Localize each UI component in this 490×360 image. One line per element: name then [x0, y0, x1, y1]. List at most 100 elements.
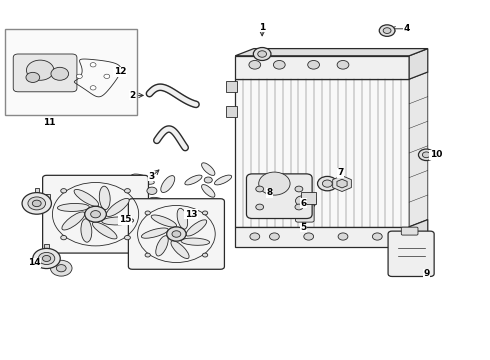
Circle shape	[202, 211, 208, 215]
Circle shape	[338, 233, 348, 240]
Ellipse shape	[151, 215, 176, 227]
Circle shape	[289, 191, 316, 211]
FancyBboxPatch shape	[13, 54, 77, 92]
Circle shape	[76, 74, 82, 78]
Circle shape	[124, 189, 130, 193]
Circle shape	[147, 187, 157, 194]
Ellipse shape	[57, 203, 89, 211]
Text: 11: 11	[43, 118, 55, 127]
Circle shape	[308, 60, 319, 69]
Circle shape	[22, 193, 51, 214]
Text: 14: 14	[28, 258, 41, 267]
Ellipse shape	[99, 186, 110, 210]
Circle shape	[32, 200, 41, 207]
Ellipse shape	[131, 174, 154, 184]
Ellipse shape	[171, 241, 189, 258]
Ellipse shape	[201, 163, 215, 175]
Circle shape	[295, 186, 303, 192]
Bar	[226, 106, 237, 117]
Text: 1: 1	[259, 22, 265, 31]
Circle shape	[253, 48, 271, 60]
Bar	[235, 56, 409, 79]
Circle shape	[249, 60, 261, 69]
FancyBboxPatch shape	[246, 174, 312, 219]
Circle shape	[61, 189, 67, 193]
Circle shape	[372, 233, 382, 240]
Circle shape	[318, 176, 337, 191]
Circle shape	[256, 204, 264, 210]
Circle shape	[145, 253, 150, 257]
Circle shape	[26, 72, 40, 82]
Circle shape	[379, 25, 395, 36]
Circle shape	[50, 260, 72, 276]
Circle shape	[204, 177, 212, 183]
Circle shape	[61, 235, 67, 240]
FancyBboxPatch shape	[43, 175, 148, 253]
Circle shape	[202, 253, 208, 257]
Ellipse shape	[102, 217, 134, 225]
Bar	[45, 244, 49, 249]
Circle shape	[124, 235, 130, 240]
Bar	[5, 29, 137, 115]
Ellipse shape	[106, 198, 129, 216]
Circle shape	[90, 63, 96, 67]
Circle shape	[273, 60, 285, 69]
Bar	[235, 79, 409, 227]
Text: 12: 12	[114, 68, 126, 77]
Circle shape	[383, 28, 391, 33]
Bar	[34, 188, 39, 194]
Ellipse shape	[156, 236, 168, 256]
Text: 4: 4	[403, 24, 410, 33]
Ellipse shape	[129, 189, 143, 206]
Circle shape	[258, 51, 267, 57]
Circle shape	[28, 197, 46, 210]
Ellipse shape	[62, 212, 85, 230]
Circle shape	[322, 180, 332, 187]
Circle shape	[259, 172, 290, 195]
Circle shape	[43, 256, 50, 261]
Ellipse shape	[149, 197, 172, 208]
Ellipse shape	[81, 219, 92, 242]
Circle shape	[295, 204, 303, 210]
Ellipse shape	[74, 189, 98, 206]
Bar	[226, 81, 237, 92]
Ellipse shape	[185, 175, 202, 185]
Circle shape	[38, 252, 55, 265]
Bar	[235, 227, 409, 247]
Ellipse shape	[161, 176, 175, 193]
Text: 8: 8	[267, 188, 272, 197]
FancyBboxPatch shape	[128, 199, 224, 269]
Ellipse shape	[201, 185, 215, 197]
Text: 10: 10	[430, 150, 442, 159]
FancyBboxPatch shape	[295, 204, 314, 222]
Bar	[42, 194, 50, 205]
Circle shape	[337, 60, 349, 69]
Circle shape	[91, 211, 100, 218]
Ellipse shape	[186, 220, 207, 236]
Circle shape	[145, 211, 150, 215]
Polygon shape	[409, 49, 428, 79]
Text: 5: 5	[301, 223, 307, 232]
Text: 7: 7	[337, 168, 344, 177]
Circle shape	[26, 60, 54, 80]
Circle shape	[56, 265, 66, 272]
Ellipse shape	[93, 222, 117, 239]
Text: 2: 2	[129, 91, 135, 100]
FancyBboxPatch shape	[401, 227, 418, 235]
Polygon shape	[409, 220, 428, 247]
Text: 6: 6	[301, 199, 307, 208]
Ellipse shape	[177, 208, 188, 229]
Text: 9: 9	[423, 269, 430, 278]
Polygon shape	[409, 72, 428, 227]
Circle shape	[422, 152, 430, 158]
Circle shape	[167, 227, 186, 241]
Circle shape	[172, 231, 181, 237]
FancyBboxPatch shape	[388, 231, 434, 276]
Circle shape	[295, 196, 309, 206]
Text: 3: 3	[149, 172, 155, 181]
Circle shape	[85, 206, 106, 222]
Ellipse shape	[142, 228, 168, 238]
Bar	[301, 192, 316, 204]
Polygon shape	[235, 49, 428, 56]
Circle shape	[33, 248, 60, 269]
